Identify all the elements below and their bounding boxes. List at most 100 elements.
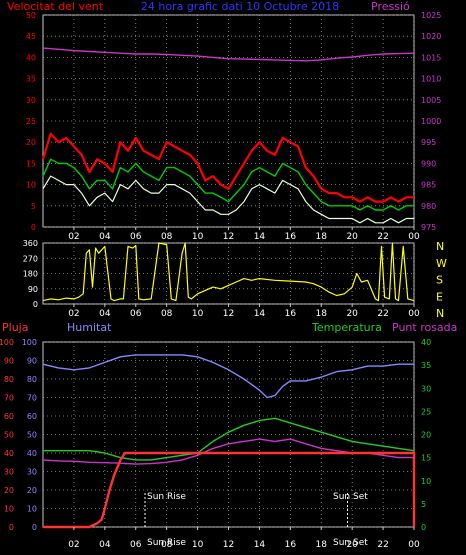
rain-y-tick-label: 100	[0, 338, 14, 347]
compass-label: N	[436, 307, 444, 320]
pressure-y-tick-label: 1005	[421, 96, 441, 105]
wind-x-tick-label: 06	[130, 232, 142, 242]
humidity-axis-label: Humitat	[67, 321, 112, 334]
wind-x-tick-label: 22	[377, 232, 388, 242]
rain-y-tick-label: 20	[4, 486, 14, 495]
direction-x-tick-label: 12	[223, 309, 234, 319]
temperature-y-tick-label: 40	[421, 338, 431, 347]
humidity-y-tick-label: 20	[27, 486, 37, 495]
climate-x-tick-label: 10	[192, 540, 204, 550]
temperature-y-tick-label: 5	[421, 500, 426, 509]
humidity-y-tick-label: 30	[27, 468, 37, 477]
wind-x-tick-label: 18	[316, 232, 328, 242]
rain-y-tick-label: 30	[4, 468, 14, 477]
climate-x-tick-label: 00	[408, 540, 420, 550]
pressure-y-tick-label: 1000	[421, 117, 441, 126]
temperature-y-tick-label: 10	[421, 477, 431, 486]
direction-x-tick-label: 14	[254, 309, 266, 319]
humidity-y-tick-label: 80	[27, 375, 37, 384]
humidity-y-tick-label: 60	[27, 412, 37, 421]
wind-y-tick-label: 35	[26, 75, 36, 84]
pressure-y-tick-label: 975	[421, 223, 436, 232]
wind-y-tick-label: 45	[26, 32, 36, 41]
wind-y-tick-label: 5	[31, 202, 36, 211]
pressure-y-tick-label: 995	[421, 138, 436, 147]
temperature-axis-label: Temperatura	[311, 321, 382, 334]
compass-label: S	[436, 274, 443, 287]
climate-x-tick-label: 08	[161, 540, 173, 550]
rain-y-tick-label: 0	[9, 523, 14, 532]
wind-x-tick-label: 10	[192, 232, 204, 242]
direction-y-tick-label: 0	[33, 300, 38, 309]
rain-y-tick-label: 50	[4, 431, 14, 440]
sun-set-label: Sun Set	[333, 492, 368, 502]
wind-y-tick-label: 20	[26, 138, 36, 147]
wind-x-tick-label: 00	[408, 232, 420, 242]
chart-title: 24 hora grafic dati 10 Octubre 2018	[141, 0, 339, 13]
rain-y-tick-label: 60	[4, 412, 14, 421]
wind-x-tick-label: 16	[285, 232, 297, 242]
pressure-axis-label: Pressió	[371, 0, 410, 13]
temperature-line	[43, 417, 415, 461]
climate-x-tick-label: 06	[130, 540, 142, 550]
wind-y-tick-label: 10	[26, 181, 36, 190]
climate-x-tick-label: 20	[346, 540, 358, 550]
climate-x-tick-label: 02	[68, 540, 79, 550]
pressure-y-tick-label: 1010	[421, 75, 441, 84]
direction-x-tick-label: 06	[130, 309, 142, 319]
rain-y-tick-label: 90	[4, 357, 14, 366]
rain-axis-label: Pluja	[2, 321, 28, 334]
temperature-y-tick-label: 0	[421, 523, 426, 532]
rain-y-tick-label: 70	[4, 394, 14, 403]
wind-x-tick-label: 20	[346, 232, 358, 242]
climate-x-tick-label: 22	[377, 540, 388, 550]
pressure-y-tick-label: 1015	[421, 53, 441, 62]
humidity-y-tick-label: 0	[32, 523, 37, 532]
humidity-y-tick-label: 10	[27, 505, 37, 514]
wind-y-tick-label: 0	[31, 223, 36, 232]
wind-y-tick-label: 50	[26, 11, 36, 20]
direction-x-tick-label: 00	[408, 309, 420, 319]
climate-x-tick-label: 18	[316, 540, 328, 550]
sun-rise-label: Sun Rise	[147, 492, 186, 502]
chart-dynamic-layer: 0510152025303540455097598098599099510001…	[0, 11, 447, 550]
wind-y-tick-label: 25	[26, 117, 36, 126]
direction-x-tick-label: 22	[377, 309, 388, 319]
wind-y-tick-label: 30	[26, 96, 36, 105]
humidity-y-tick-label: 50	[27, 431, 37, 440]
compass-label: E	[436, 290, 443, 303]
sun-set-bottom-label: Sun Set	[333, 538, 368, 548]
humidity-y-tick-label: 70	[27, 394, 37, 403]
wind-y-tick-label: 15	[26, 159, 36, 168]
pressure-y-tick-label: 985	[421, 181, 436, 190]
direction-x-tick-label: 18	[316, 309, 328, 319]
wind-speed-axis-label: Velocitat del vent	[7, 0, 104, 13]
pressure-y-tick-label: 1025	[421, 11, 441, 20]
direction-y-tick-label: 90	[28, 285, 38, 294]
wind-y-tick-label: 40	[26, 53, 36, 62]
direction-x-tick-label: 16	[285, 309, 297, 319]
temperature-y-tick-label: 30	[421, 384, 431, 393]
climate-x-tick-label: 14	[254, 540, 266, 550]
humidity-line	[42, 354, 414, 399]
sun-rise-bottom-label: Sun Rise	[147, 538, 186, 548]
pressure-y-tick-label: 980	[421, 202, 436, 211]
direction-x-tick-label: 04	[99, 309, 111, 319]
rain-y-tick-label: 10	[4, 505, 14, 514]
temperature-y-tick-label: 20	[421, 431, 431, 440]
temperature-y-tick-label: 25	[421, 407, 431, 416]
wind-gust-line	[41, 132, 414, 203]
direction-x-tick-label: 08	[161, 309, 173, 319]
rain-y-tick-label: 40	[4, 449, 14, 458]
wind-x-tick-label: 14	[254, 232, 266, 242]
pressure-y-tick-label: 990	[421, 159, 436, 168]
wind-x-tick-label: 08	[161, 232, 173, 242]
wind-direction-line	[42, 242, 415, 302]
wind-x-tick-label: 12	[223, 232, 234, 242]
wind-average-line	[42, 158, 414, 211]
temperature-y-tick-label: 35	[421, 361, 431, 370]
direction-y-tick-label: 180	[23, 270, 38, 279]
compass-label: N	[436, 240, 444, 253]
